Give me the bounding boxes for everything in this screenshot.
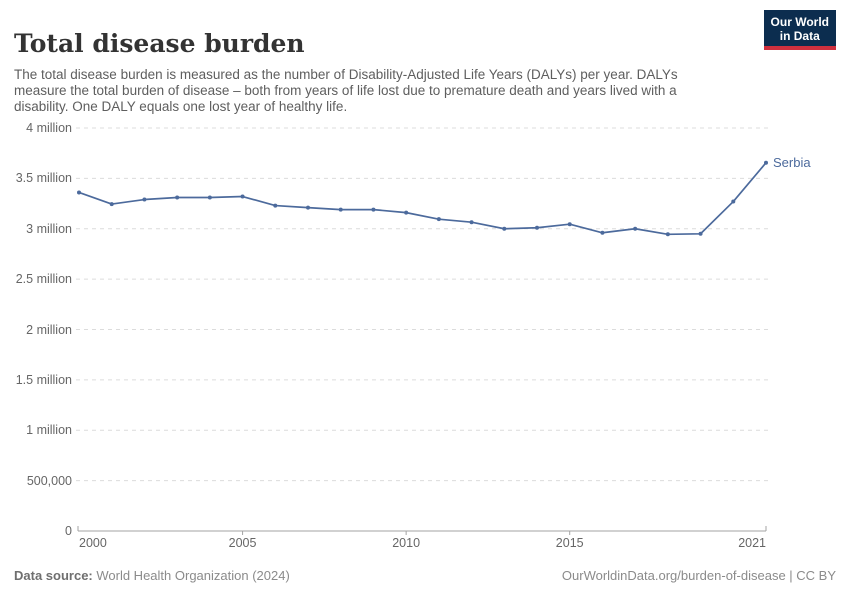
data-point[interactable]: [240, 194, 245, 199]
y-axis-tick-label: 3 million: [26, 221, 72, 236]
data-point[interactable]: [175, 195, 180, 200]
data-point[interactable]: [764, 160, 768, 165]
y-axis-tick-label: 2.5 million: [15, 272, 72, 287]
y-axis-tick-label: 2 million: [26, 322, 72, 337]
data-source: Data source: World Health Organization (…: [14, 568, 290, 583]
owid-logo-line1: Our World: [770, 15, 829, 29]
data-point[interactable]: [142, 197, 147, 202]
x-axis-tick-label: 2000: [79, 536, 107, 550]
data-point[interactable]: [338, 207, 343, 212]
x-axis-tick-label: 2015: [555, 536, 584, 550]
data-point[interactable]: [306, 205, 310, 210]
data-source-value: World Health Organization (2024): [92, 568, 290, 583]
footer-link[interactable]: OurWorldinData.org/burden-of-disease | C…: [561, 568, 836, 583]
data-point[interactable]: [436, 217, 441, 222]
y-axis-tick-label: 500,000: [26, 473, 72, 488]
data-point[interactable]: [273, 203, 278, 208]
data-point[interactable]: [77, 190, 81, 195]
data-point[interactable]: [207, 195, 212, 200]
series-line-serbia[interactable]: [78, 162, 767, 236]
chart-title: Total disease burden: [14, 28, 305, 58]
data-point[interactable]: [633, 226, 638, 231]
data-point[interactable]: [371, 207, 376, 212]
data-point[interactable]: [469, 220, 474, 225]
data-source-label: Data source:: [14, 568, 93, 583]
series-end-label[interactable]: Serbia: [773, 154, 811, 170]
x-axis-tick-label: 2005: [228, 536, 257, 550]
data-point[interactable]: [404, 210, 409, 215]
owid-logo-line2: in Data: [779, 29, 820, 43]
data-point[interactable]: [109, 202, 114, 207]
data-point[interactable]: [600, 230, 605, 235]
data-point[interactable]: [665, 232, 670, 237]
y-axis-tick-label: 1.5 million: [15, 372, 72, 387]
y-axis-tick-label: 0: [65, 524, 72, 538]
chart-subtitle: The total disease burden is measured as …: [14, 66, 678, 114]
y-axis-tick-label: 3.5 million: [15, 171, 72, 186]
y-axis-tick-label: 4 million: [26, 121, 72, 135]
owid-logo[interactable]: Our World in Data: [763, 10, 836, 50]
x-axis-tick-label: 2021: [738, 536, 766, 550]
data-point[interactable]: [731, 199, 736, 204]
y-axis-tick-label: 1 million: [26, 423, 72, 438]
data-point[interactable]: [567, 222, 572, 227]
data-point[interactable]: [698, 231, 703, 236]
data-point[interactable]: [535, 225, 539, 230]
x-axis-tick-label: 2010: [392, 536, 421, 550]
data-point[interactable]: [502, 226, 507, 231]
